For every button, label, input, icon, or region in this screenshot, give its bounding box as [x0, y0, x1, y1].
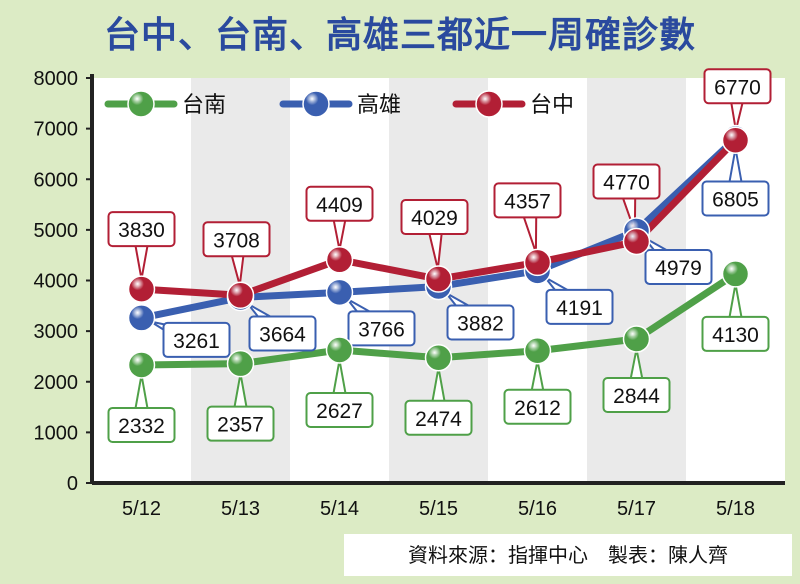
data-label-box: [206, 405, 275, 442]
x-tick-label: 5/14: [320, 498, 359, 520]
data-point: [721, 260, 750, 288]
data-label: 4770: [603, 172, 650, 195]
data-label: 2627: [316, 400, 363, 423]
y-tick-label: 2000: [34, 372, 79, 394]
y-tick-label: 1000: [34, 422, 79, 444]
data-point: [127, 275, 156, 303]
data-label-box: [400, 199, 469, 236]
data-point: [622, 325, 651, 353]
legend-label: 高雄: [357, 93, 401, 118]
data-label-box: [703, 68, 772, 105]
data-point: [325, 278, 354, 307]
legend-marker: [475, 90, 503, 118]
legend-marker: [127, 90, 155, 118]
data-label: 3708: [213, 229, 260, 252]
legend-label: 台南: [182, 93, 226, 118]
data-label-box: [404, 399, 473, 436]
data-label: 3766: [358, 318, 405, 341]
data-label: 2474: [415, 408, 462, 431]
data-label: 3261: [173, 330, 220, 353]
data-point: [226, 281, 255, 310]
data-point: [325, 336, 354, 364]
data-label-box: [493, 182, 562, 219]
data-label: 2844: [613, 385, 660, 408]
data-label-box: [503, 388, 572, 425]
y-tick-label: 8000: [34, 68, 79, 90]
data-point: [523, 248, 552, 277]
source-note: 資料來源：指揮中心 製表：陳人齊: [344, 534, 792, 576]
data-label: 3664: [259, 324, 306, 347]
data-label-box: [107, 406, 176, 443]
y-tick-label: 5000: [34, 220, 79, 242]
data-label: 4357: [504, 190, 551, 213]
x-tick-label: 5/16: [518, 498, 557, 520]
data-label-box: [701, 180, 770, 217]
data-label: 4191: [556, 297, 603, 320]
data-point: [127, 351, 156, 379]
legend-marker: [302, 90, 330, 118]
data-label: 4130: [712, 324, 759, 347]
y-tick-label: 0: [67, 473, 78, 495]
y-tick-label: 4000: [34, 271, 79, 293]
data-point: [127, 304, 156, 332]
data-label: 4029: [411, 207, 458, 230]
x-tick-label: 5/13: [221, 498, 260, 520]
data-label-box: [305, 185, 374, 222]
data-label-box: [305, 392, 374, 429]
data-label-box: [545, 288, 614, 325]
data-label: 6770: [714, 76, 761, 99]
data-label: 2612: [514, 397, 561, 420]
data-label: 3882: [457, 312, 504, 335]
data-label: 3830: [118, 219, 165, 242]
data-label: 2332: [118, 415, 165, 438]
data-point: [424, 344, 453, 372]
data-label-box: [347, 310, 416, 347]
data-label-box: [107, 211, 176, 248]
data-label-box: [446, 304, 515, 341]
legend-label: 台中: [530, 93, 574, 118]
data-label-box: [592, 163, 661, 200]
x-tick-label: 5/15: [419, 498, 458, 520]
data-label-box: [701, 315, 770, 352]
data-label: 6805: [712, 188, 759, 211]
data-label-box: [248, 315, 317, 352]
data-point: [424, 265, 453, 293]
y-tick-label: 6000: [34, 169, 79, 191]
x-tick-label: 5/12: [122, 498, 161, 520]
data-label: 4979: [655, 257, 702, 280]
chart-title: 台中、台南、高雄三都近一周確診數: [103, 15, 696, 56]
data-label-box: [644, 248, 713, 285]
y-tick-label: 7000: [34, 119, 79, 141]
x-tick-label: 5/17: [617, 498, 656, 520]
data-label-box: [602, 377, 671, 414]
data-point: [226, 349, 255, 378]
data-point: [523, 337, 552, 365]
data-point: [721, 126, 750, 155]
data-point: [325, 246, 354, 274]
y-tick-label: 3000: [34, 321, 79, 343]
x-tick-label: 5/18: [716, 498, 755, 520]
data-label: 4409: [316, 194, 363, 217]
data-point: [622, 227, 651, 256]
data-label-box: [162, 321, 231, 358]
data-label-box: [202, 221, 271, 258]
data-label: 2357: [217, 414, 264, 437]
